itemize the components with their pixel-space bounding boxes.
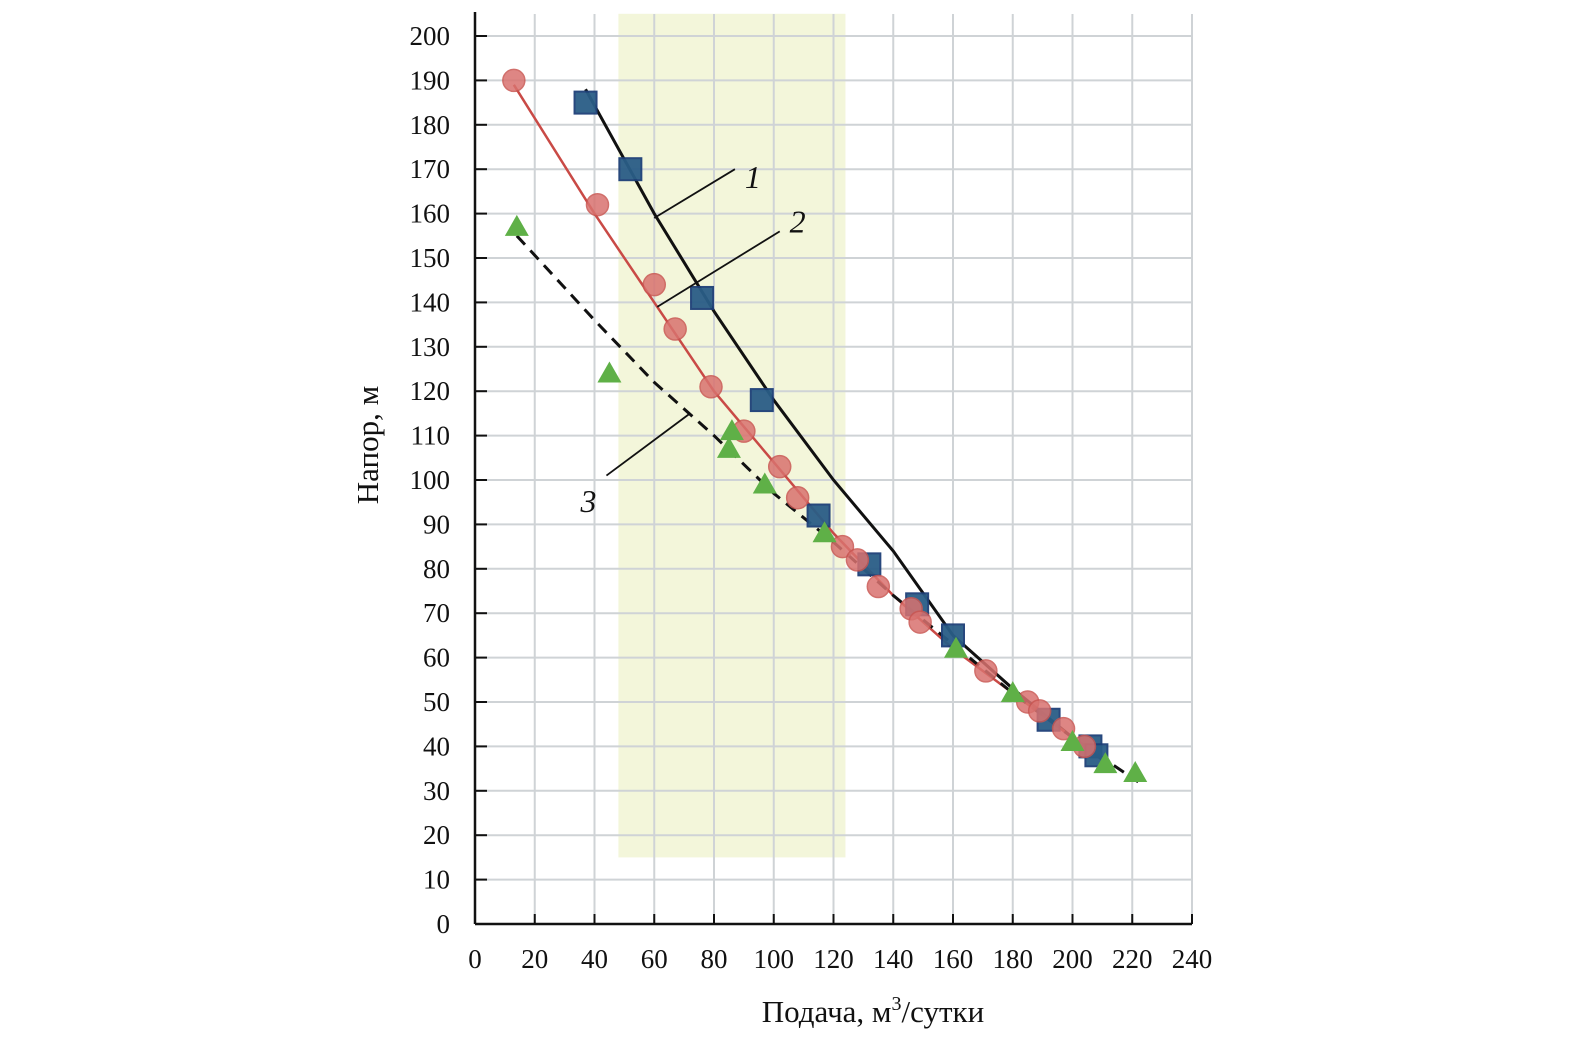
y-tick-label: 10 bbox=[423, 865, 450, 895]
data-point-triangle bbox=[752, 472, 777, 494]
y-axis-label: Напор, м bbox=[350, 386, 385, 504]
data-point-circle bbox=[767, 454, 792, 479]
data-point-triangle bbox=[1123, 761, 1148, 783]
annotation-label: 1 bbox=[745, 159, 761, 195]
x-tick-label: 120 bbox=[813, 944, 854, 974]
data-point-triangle bbox=[719, 419, 744, 441]
y-tick-label: 190 bbox=[410, 65, 451, 95]
y-tick-label: 120 bbox=[410, 376, 451, 406]
x-tick-label: 20 bbox=[521, 944, 548, 974]
x-tick-label: 180 bbox=[993, 944, 1034, 974]
data-point-circle bbox=[785, 486, 810, 510]
x-tick-label: 0 bbox=[468, 944, 482, 974]
y-tick-label: 70 bbox=[423, 598, 450, 628]
y-tick-label: 110 bbox=[411, 421, 451, 451]
x-tick-label: 100 bbox=[754, 944, 795, 974]
y-tick-label: 160 bbox=[410, 199, 451, 229]
data-point-circle bbox=[845, 548, 870, 572]
x-tick-label: 140 bbox=[873, 944, 914, 974]
annotation-leader bbox=[656, 230, 781, 308]
data-point-triangle bbox=[1060, 729, 1085, 751]
data-point-circle bbox=[502, 68, 526, 93]
data-point-circle bbox=[1051, 716, 1076, 741]
data-point-circle bbox=[974, 659, 998, 683]
y-tick-label: 90 bbox=[423, 509, 450, 539]
data-point-circle bbox=[585, 192, 610, 217]
data-point-triangle bbox=[943, 636, 968, 658]
y-tick-label: 50 bbox=[423, 687, 450, 717]
x-axis-label: Подача, м3/сутки bbox=[762, 993, 984, 1029]
x-tick-label: 40 bbox=[581, 944, 608, 974]
axes bbox=[473, 12, 1193, 926]
data-point-triangle bbox=[597, 361, 622, 383]
y-tick-label: 20 bbox=[423, 820, 450, 850]
data-point-square bbox=[749, 388, 774, 413]
data-point-square bbox=[573, 90, 598, 115]
grid bbox=[475, 14, 1193, 924]
x-tick-label: 160 bbox=[933, 944, 974, 974]
x-tick-label: 240 bbox=[1172, 944, 1213, 974]
data-point-triangle bbox=[504, 214, 529, 236]
data-point-square bbox=[618, 157, 643, 182]
data-point-circle bbox=[830, 534, 855, 559]
annotation-label: 3 bbox=[580, 483, 597, 519]
y-tick-label: 200 bbox=[410, 21, 451, 51]
annotation-leader bbox=[605, 412, 691, 477]
data-point-circle bbox=[866, 574, 891, 599]
data-point-circle bbox=[1027, 699, 1052, 723]
annotation-leader bbox=[653, 168, 736, 219]
data-point-circle bbox=[642, 272, 666, 297]
data-point-circle bbox=[699, 375, 723, 399]
y-tick-label: 100 bbox=[410, 465, 451, 495]
y-tick-label: 60 bbox=[423, 643, 450, 673]
y-tick-label: 0 bbox=[437, 909, 451, 939]
data-point-square bbox=[690, 285, 715, 310]
x-tick-label: 80 bbox=[701, 944, 728, 974]
data-point-triangle bbox=[1000, 681, 1025, 703]
data-point-triangle bbox=[812, 521, 837, 543]
data-point-circle bbox=[663, 317, 687, 341]
data-point-triangle bbox=[1093, 752, 1118, 774]
y-tick-label: 30 bbox=[423, 776, 450, 806]
annotation-label: 2 bbox=[790, 203, 806, 239]
y-tick-label: 150 bbox=[410, 243, 451, 273]
x-tick-label: 200 bbox=[1052, 944, 1093, 974]
data-point-triangle bbox=[716, 436, 741, 458]
y-tick-label: 170 bbox=[410, 154, 451, 184]
x-tick-label: 220 bbox=[1112, 944, 1153, 974]
y-tick-label: 80 bbox=[423, 554, 450, 584]
y-tick-label: 40 bbox=[423, 731, 450, 761]
x-tick-label: 60 bbox=[641, 944, 668, 974]
y-tick-label: 180 bbox=[410, 110, 451, 140]
y-tick-label: 130 bbox=[410, 332, 451, 362]
data-point-circle bbox=[908, 610, 932, 634]
y-tick-label: 140 bbox=[410, 287, 451, 317]
data-point-square bbox=[806, 503, 831, 528]
